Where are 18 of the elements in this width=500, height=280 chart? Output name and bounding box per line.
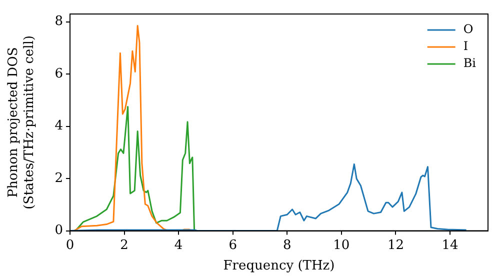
y-tick-label: 8 <box>54 14 63 30</box>
legend-label: I <box>463 39 468 54</box>
x-tick-label: 2 <box>120 238 128 253</box>
x-tick-label: 4 <box>174 238 183 253</box>
x-tick-label: 8 <box>283 238 292 253</box>
x-tick-label: 12 <box>387 238 404 253</box>
x-axis-title: Frequency (THz) <box>223 258 335 274</box>
y-tick-label: 0 <box>54 223 63 238</box>
legend-label: Bi <box>463 56 476 70</box>
y-tick-label: 6 <box>54 66 63 82</box>
x-tick-label: 14 <box>442 238 458 253</box>
x-tick-label: 0 <box>66 238 74 253</box>
y-tick-label: 4 <box>54 118 63 134</box>
x-tick-label: 10 <box>333 238 350 253</box>
y-axis-title: Phonon projected DOS (States/THz·primitive cell) <box>6 35 37 210</box>
legend-label: O <box>463 22 474 36</box>
x-tick-label: 6 <box>228 238 237 253</box>
y-tick-label: 2 <box>54 170 63 186</box>
